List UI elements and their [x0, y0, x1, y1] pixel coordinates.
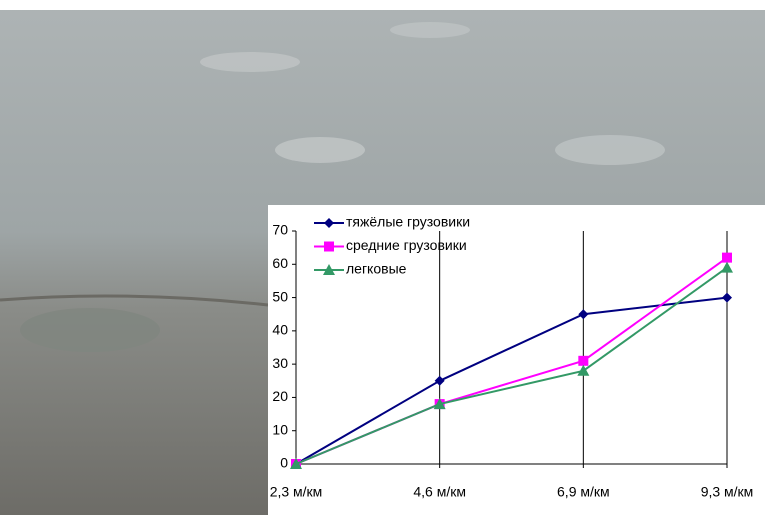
x-tick-label: 9,3 м/км	[701, 484, 754, 500]
legend-label: тяжёлые грузовики	[346, 214, 470, 230]
y-tick-label: 40	[272, 322, 288, 338]
marker	[324, 242, 334, 252]
x-tick-label: 6,9 м/км	[557, 484, 610, 500]
screen: 0 10 20 30 40 50 60 70 2,3 м/км 4,6 м/км 6,9 м/км 9…	[0, 0, 765, 515]
y-tick-label: 70	[272, 222, 288, 238]
y-tick-label: 0	[280, 455, 288, 471]
legend-label: легковые	[346, 261, 407, 277]
marker	[722, 253, 732, 263]
y-tick-label: 60	[272, 255, 288, 271]
y-tick-label: 50	[272, 288, 288, 304]
x-tick-label: 2,3 м/км	[270, 484, 323, 500]
x-tick-label: 4,6 м/км	[413, 484, 466, 500]
chart-panel	[268, 205, 765, 515]
legend-label: средние грузовики	[346, 237, 467, 253]
y-tick-label: 20	[272, 388, 288, 404]
y-tick-label: 10	[272, 421, 288, 437]
y-tick-label: 30	[272, 355, 288, 371]
marker	[578, 356, 588, 366]
